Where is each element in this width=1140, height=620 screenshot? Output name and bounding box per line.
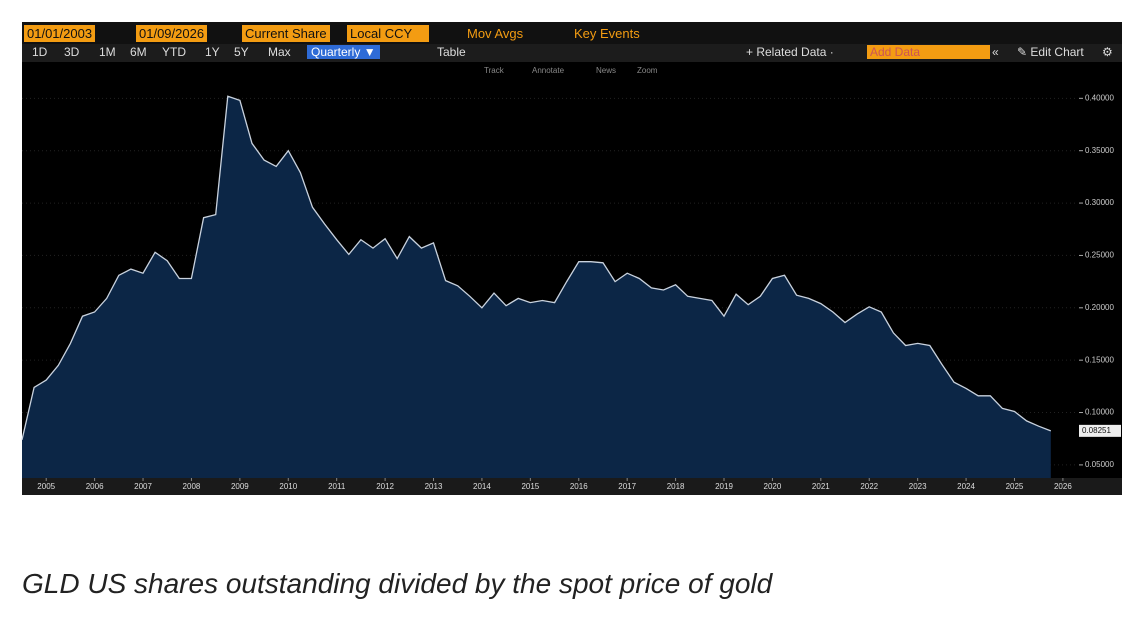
field-select[interactable]: Current Share (242, 25, 330, 42)
caption: GLD US shares outstanding divided by the… (22, 568, 773, 599)
start-date[interactable]: 01/01/2003 (24, 25, 96, 42)
range-button[interactable]: 1Y (205, 45, 220, 59)
chart-tool[interactable]: News (596, 66, 617, 75)
range-button[interactable]: 1D (32, 45, 48, 59)
chart-tool[interactable]: Zoom (637, 66, 658, 75)
range-button[interactable]: YTD (162, 45, 186, 59)
x-tick-label: 2021 (812, 482, 830, 491)
mov-avgs[interactable]: Mov Avgs (467, 26, 524, 41)
related-data[interactable]: + Related Data · (746, 45, 834, 59)
range-button[interactable]: Max (268, 45, 291, 59)
x-tick-label: 2014 (473, 482, 491, 491)
chart-tool[interactable]: Track (484, 66, 504, 75)
related-data-label: Related Data (756, 45, 827, 59)
currency-select[interactable]: Local CCY (347, 25, 429, 42)
edit-chart-label: Edit Chart (1030, 45, 1084, 59)
x-tick-label: 2023 (909, 482, 927, 491)
range-button[interactable]: 6M (130, 45, 147, 59)
key-events[interactable]: Key Events (574, 26, 640, 41)
x-tick-label: 2013 (425, 482, 443, 491)
x-tick-label: 2009 (231, 482, 249, 491)
x-axis-bar (22, 478, 1122, 495)
x-tick-label: 2008 (183, 482, 201, 491)
x-tick-label: 2016 (570, 482, 588, 491)
toolbar-row (22, 44, 1122, 62)
y-tick-label: 0.25000 (1085, 251, 1114, 260)
y-tick-label: 0.35000 (1085, 146, 1114, 155)
y-tick-label: 0.10000 (1085, 408, 1114, 417)
table-button[interactable]: Table (437, 45, 466, 59)
y-tick-label: 0.30000 (1085, 198, 1114, 207)
add-data[interactable]: Add Data (867, 45, 990, 59)
x-tick-label: 2006 (86, 482, 104, 491)
x-tick-label: 2017 (618, 482, 636, 491)
line (21, 95, 1052, 440)
x-tick-label: 2018 (667, 482, 685, 491)
last-value-label: 0.08251 (1082, 426, 1111, 435)
x-tick-label: 2015 (521, 482, 539, 491)
x-tick-label: 2005 (37, 482, 55, 491)
frequency[interactable]: Quarterly ▼ (307, 45, 380, 59)
edit-chart[interactable]: ✎ Edit Chart (1017, 45, 1084, 59)
y-tick-label: 0.40000 (1085, 93, 1114, 102)
x-tick-label: 2024 (957, 482, 975, 491)
x-tick-label: 2025 (1006, 482, 1024, 491)
x-tick-label: 2010 (279, 482, 297, 491)
collapse[interactable]: « (992, 45, 999, 59)
range-button[interactable]: 1M (99, 45, 116, 59)
x-tick-label: 2012 (376, 482, 394, 491)
range-button[interactable]: 3D (64, 45, 80, 59)
settings[interactable]: ⚙ (1102, 45, 1113, 59)
y-tick-label: 0.15000 (1085, 355, 1114, 364)
x-tick-label: 2019 (715, 482, 733, 491)
end-date[interactable]: 01/09/2026 (136, 25, 208, 42)
chart-tool[interactable]: Annotate (532, 66, 565, 75)
area (22, 96, 1051, 478)
last-value-box (1079, 424, 1121, 437)
range-button[interactable]: 5Y (234, 45, 249, 59)
x-tick-label: 2022 (860, 482, 878, 491)
x-tick-label: 2020 (764, 482, 782, 491)
y-tick-label: 0.05000 (1085, 460, 1114, 469)
x-tick-label: 2011 (328, 482, 346, 491)
frequency-label: Quarterly (311, 45, 361, 59)
y-tick-label: 0.20000 (1085, 303, 1114, 312)
x-tick-label: 2026 (1054, 482, 1072, 491)
x-tick-label: 2007 (134, 482, 152, 491)
